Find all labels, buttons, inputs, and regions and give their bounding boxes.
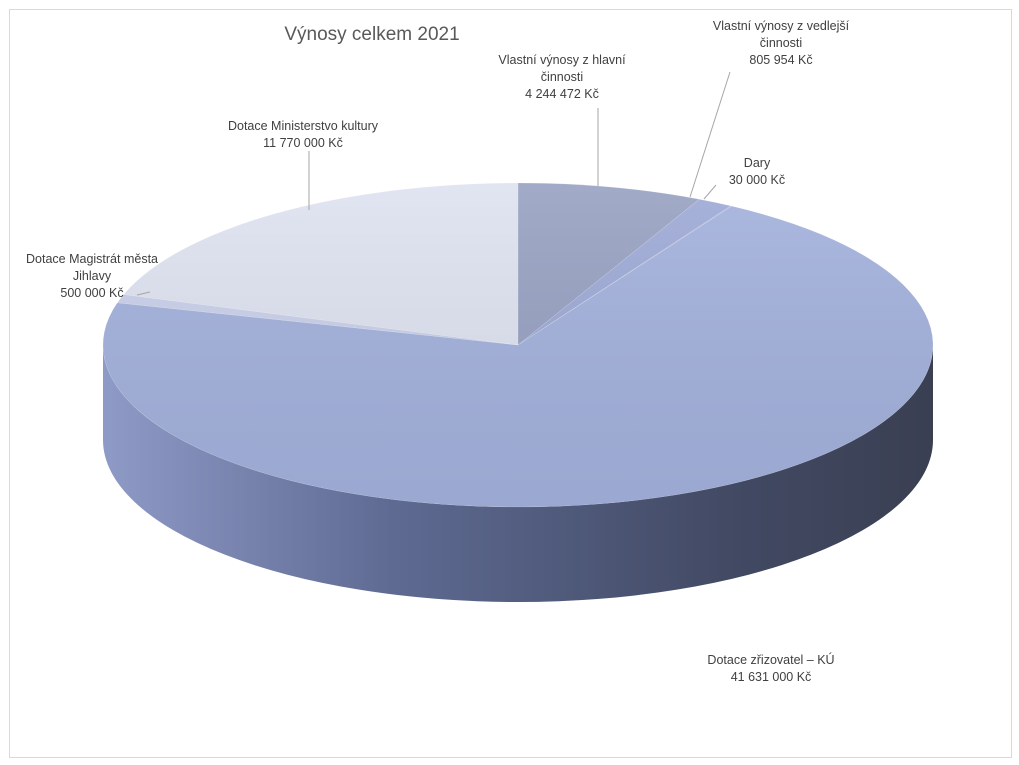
- data-label-name: Jihlavy: [73, 269, 112, 283]
- data-label: Dotace Ministerstvo kultury 11 770 000 Kč: [228, 119, 379, 150]
- data-label-value: 805 954 Kč: [749, 53, 812, 67]
- data-label: Vlastní výnosy z vedlejší činnosti 805 954…: [713, 19, 850, 67]
- data-label: Dotace zřizovatel – KÚ 41 631 000 Kč: [707, 652, 834, 684]
- data-label-value: 41 631 000 Kč: [731, 670, 812, 684]
- chart-title: Výnosy celkem 2021: [284, 24, 459, 45]
- data-label-name: Vlastní výnosy z vedlejší: [713, 19, 850, 33]
- pie-side-wall: [103, 345, 933, 602]
- data-label-value: 30 000 Kč: [729, 173, 785, 187]
- data-label-value: 4 244 472 Kč: [525, 87, 599, 101]
- data-label-value: 11 770 000 Kč: [263, 136, 343, 150]
- data-label-name: Dotace Ministerstvo kultury: [228, 119, 379, 133]
- data-label-name: Dary: [744, 156, 771, 170]
- data-label-value: 500 000 Kč: [60, 286, 123, 300]
- leader-line: [136, 291, 151, 296]
- data-label-name: činnosti: [760, 36, 802, 50]
- data-label-name: činnosti: [541, 70, 583, 84]
- data-label: Dary 30 000 Kč: [729, 156, 785, 187]
- data-label: Dotace Magistrát města Jihlavy 500 000 Kč: [26, 252, 158, 300]
- data-label: Vlastní výnosy z hlavní činnosti 4 244 472…: [498, 53, 626, 101]
- data-label-name: Dotace Magistrát města: [26, 252, 158, 266]
- data-label-name: Dotace zřizovatel – KÚ: [707, 652, 834, 667]
- data-label-name: Vlastní výnosy z hlavní: [498, 53, 626, 67]
- leader-line: [689, 71, 731, 198]
- leader-line: [703, 184, 717, 200]
